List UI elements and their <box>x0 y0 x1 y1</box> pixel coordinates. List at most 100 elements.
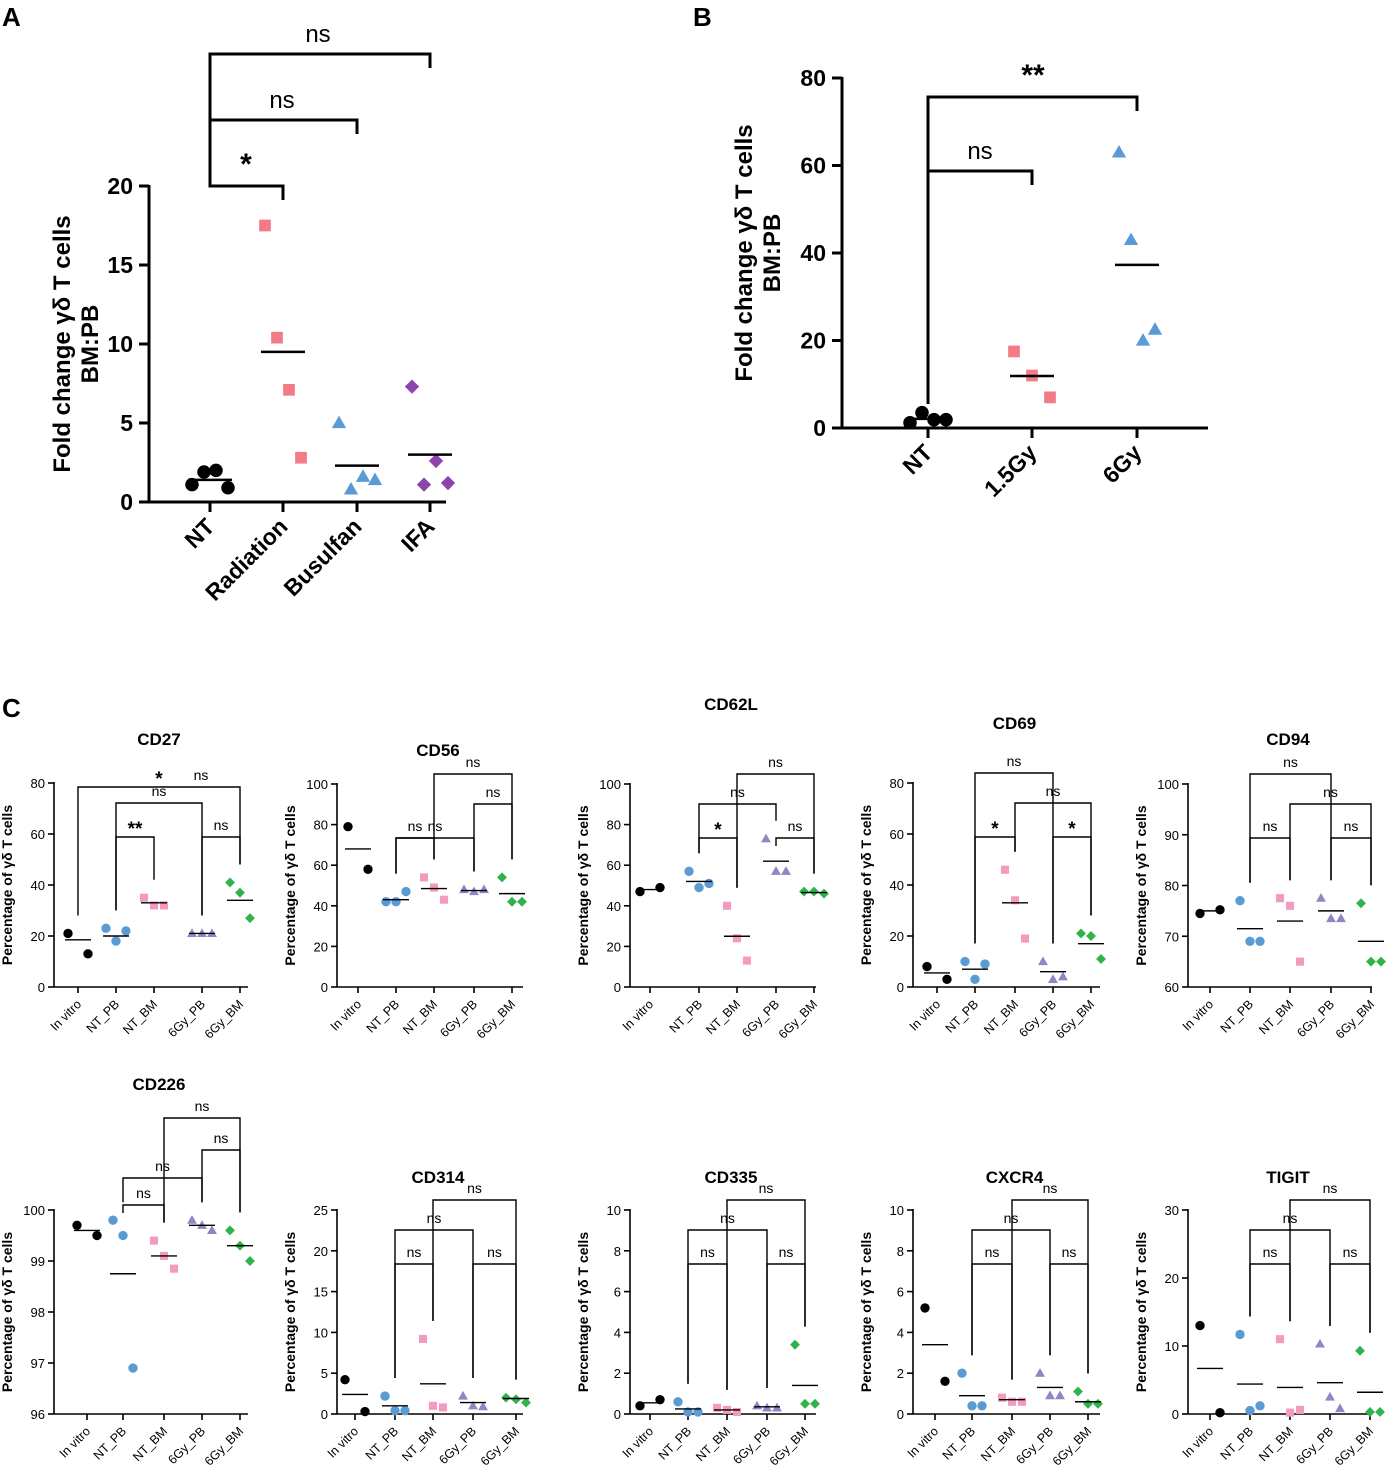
data-point-nt-pb <box>683 1407 693 1417</box>
y-tick-label: 100 <box>23 1203 45 1218</box>
data-point-busulfan <box>343 481 359 495</box>
y-axis-label: Percentage of γδ T cells <box>282 805 298 965</box>
significance-label: ** <box>128 819 143 840</box>
data-point-6gy-bm <box>225 1225 235 1236</box>
data-point-6gy <box>1147 322 1163 335</box>
significance-label: ns <box>408 818 423 834</box>
data-point-in-vitro <box>655 882 665 893</box>
data-point-in-vitro <box>1195 1320 1205 1331</box>
data-point-nt <box>197 465 211 479</box>
chart-cd314: 0 5 10 15 20 25 Percentage of γδ T cells CD314 I… <box>282 1168 531 1469</box>
data-point-busulfan <box>367 472 383 486</box>
y-tick-label: 6 <box>897 1285 904 1300</box>
x-tick-label: In vitro <box>328 997 364 1033</box>
data-point-nt-bm <box>1275 1335 1285 1344</box>
data-point-6gy <box>1135 333 1151 346</box>
data-point-nt-pb <box>1255 1401 1265 1411</box>
data-point-6gy-pb <box>1325 1391 1335 1401</box>
data-point-6gy-pb <box>207 1225 217 1234</box>
y-tick-label: 40 <box>31 878 45 893</box>
significance-bracket <box>766 1263 806 1388</box>
chart-title: TIGIT <box>1266 1168 1310 1187</box>
y-tick-label: 0 <box>321 980 328 995</box>
x-tick-label: In vitro <box>907 997 943 1033</box>
data-point-6gy-pb <box>187 1215 197 1224</box>
data-point-6gy-bm <box>235 887 245 898</box>
x-tick-label: In vitro <box>620 997 656 1033</box>
data-point-6gy-bm <box>511 1394 521 1405</box>
data-point-nt-bm <box>1285 901 1295 910</box>
significance-label: ns <box>214 1130 229 1146</box>
y-axis-label-line: Percentage of γδ T cells <box>575 805 591 965</box>
chart-cd62l: 0 20 40 60 80 100 Percentage of γδ T cells CD62… <box>575 695 829 1042</box>
y-tick-label: 80 <box>1165 879 1179 894</box>
significance-bracket <box>974 772 1054 944</box>
data-point-nt-bm <box>428 1401 438 1410</box>
y-axis-label-line: Fold change γδ T cells <box>731 124 758 381</box>
y-axis-label-line: BM:PB <box>77 305 104 384</box>
y-tick-label: 0 <box>614 980 621 995</box>
data-point-in-vitro <box>940 1376 950 1387</box>
data-point-nt-bm <box>149 901 159 910</box>
data-point-nt-pb <box>400 1406 410 1416</box>
data-point-6gy-pb <box>1058 971 1068 981</box>
data-point-nt-bm <box>149 1236 159 1245</box>
data-point-nt-pb <box>1255 936 1265 947</box>
significance-bracket <box>1052 836 1092 944</box>
significance-bracket <box>971 1229 1051 1356</box>
data-point-nt <box>221 481 235 495</box>
y-tick-label: 2 <box>897 1366 904 1381</box>
x-tick-label: 6Gy_BM <box>478 1424 522 1468</box>
y-tick-label: 25 <box>314 1203 328 1218</box>
data-point-nt-pb <box>960 956 970 967</box>
x-tick-label: 6Gy_BM <box>202 997 246 1041</box>
significance-label: ns <box>427 1210 442 1226</box>
x-tick-label: NT_PB <box>943 997 981 1035</box>
y-tick-label: 8 <box>614 1244 621 1259</box>
data-point-nt-bm <box>1020 934 1030 943</box>
y-tick-label: 60 <box>1165 980 1179 995</box>
y-tick-label: 4 <box>897 1325 904 1340</box>
significance-bracket <box>1249 837 1291 883</box>
significance-label: ns <box>194 767 209 783</box>
significance-bracket <box>122 1204 165 1223</box>
data-point-nt-pb <box>673 1397 683 1407</box>
data-point-6gy-bm <box>245 1256 255 1266</box>
data-point-ifa <box>428 453 444 469</box>
data-point-6gy-bm <box>1086 931 1096 941</box>
data-point-6gy-bm <box>800 1398 810 1409</box>
chart-title: CD62L <box>704 695 758 714</box>
x-tick-label: NT_BM <box>400 997 440 1037</box>
y-tick-label: 20 <box>107 173 133 199</box>
x-tick-label: NT_PB <box>84 997 122 1035</box>
significance-label: ns <box>985 1244 1000 1260</box>
data-point-in-vitro <box>343 821 353 832</box>
panel-label-a: A <box>2 2 21 32</box>
data-point-ifa <box>404 379 420 394</box>
significance-bracket <box>122 1177 203 1203</box>
data-point-6gy-bm <box>517 896 527 907</box>
data-point-6gy-bm <box>497 872 507 883</box>
data-point-nt-bm <box>742 956 752 965</box>
data-point-6gy-pb <box>197 928 207 938</box>
x-tick-label: NT <box>897 439 937 479</box>
y-tick-label: 6 <box>614 1285 621 1300</box>
significance-bracket <box>1049 1263 1089 1374</box>
data-point-nt-pb <box>401 886 411 897</box>
significance-label: * <box>155 769 163 790</box>
y-tick-label: 80 <box>800 65 826 91</box>
data-point-in-vitro <box>360 1406 370 1417</box>
x-tick-label: In vitro <box>57 1424 93 1460</box>
significance-label: ns <box>759 1180 774 1196</box>
x-tick-label: NT_BM <box>978 1424 1018 1464</box>
data-point-6gy-bm <box>1076 928 1086 939</box>
data-point-busulfan <box>331 415 347 429</box>
chart-title: CD335 <box>705 1168 758 1187</box>
x-tick-label: In vitro <box>48 997 84 1033</box>
y-tick-label: 0 <box>38 980 45 995</box>
y-tick-label: 100 <box>1157 777 1179 792</box>
significance-label: ns <box>1343 1244 1358 1260</box>
significance-label: ns <box>1004 1210 1019 1226</box>
data-point-nt-pb <box>957 1368 967 1378</box>
significance-bracket <box>926 95 1139 404</box>
